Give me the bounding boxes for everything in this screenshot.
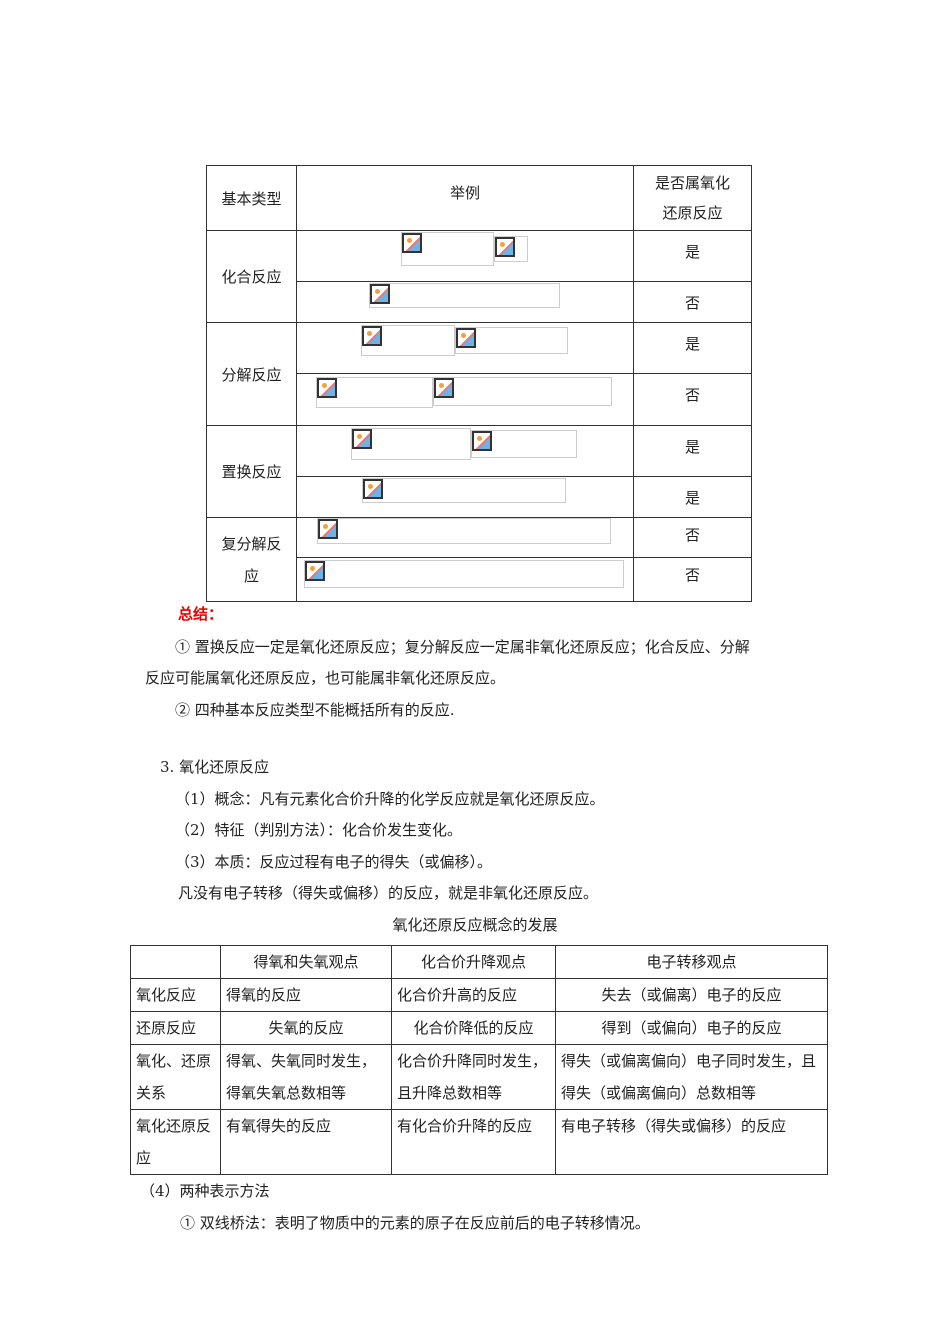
answer-cell: 否 bbox=[633, 517, 752, 558]
table-cell: 化合价升降同时发生，且升降总数相等 bbox=[391, 1044, 556, 1110]
formula-image bbox=[362, 478, 566, 503]
answer-cell: 是 bbox=[633, 476, 752, 518]
formula-image bbox=[316, 377, 433, 408]
table-cell: 有氧得失的反应 bbox=[220, 1109, 392, 1175]
summary-item-2: ② 四种基本反应类型不能概括所有的反应. bbox=[175, 701, 455, 719]
header-cell: 化合价升降观点 bbox=[391, 945, 556, 979]
section-4-heading: （4）两种表示方法 bbox=[140, 1182, 270, 1200]
answer-cell: 否 bbox=[633, 281, 752, 323]
concept-paragraph: （1）概念：凡有元素化合价升降的化学反应就是氧化还原反应。 bbox=[175, 790, 605, 808]
broken-image-icon bbox=[495, 237, 515, 257]
redox-table-section: 得氧和失氧观点 化合价升降观点 电子转移观点 氧化反应 得氧的反应 化合价升高的… bbox=[130, 945, 828, 1239]
essence-paragraph: （3）本质：反应过程有电子的得失（或偏移）。 bbox=[175, 853, 493, 871]
formula-image bbox=[361, 325, 455, 356]
answer-cell: 是 bbox=[633, 322, 752, 374]
formula-image bbox=[317, 518, 611, 544]
broken-image-icon bbox=[370, 284, 390, 304]
formula-image bbox=[471, 430, 577, 458]
header-cell: 电子转移观点 bbox=[555, 945, 828, 979]
type-cell: 置换反应 bbox=[206, 425, 297, 518]
answer-cell: 是 bbox=[633, 425, 752, 477]
type-line: 应 bbox=[243, 566, 259, 585]
table-cell: 化合价升高的反应 bbox=[391, 978, 556, 1012]
broken-image-icon bbox=[434, 378, 454, 398]
table-cell: 有电子转移（得失或偏移）的反应 bbox=[555, 1109, 828, 1175]
table-cell: 化合价降低的反应 bbox=[391, 1011, 556, 1045]
double-bridge-item: ① 双线桥法：表明了物质中的元素的原子在反应前后的电子转移情况。 bbox=[180, 1214, 650, 1232]
broken-image-icon bbox=[363, 479, 383, 499]
formula-image bbox=[351, 428, 471, 460]
row-label: 还原反应 bbox=[130, 1011, 221, 1045]
table-cell: 有化合价升降的反应 bbox=[391, 1109, 556, 1175]
redox-concept-table: 得氧和失氧观点 化合价升降观点 电子转移观点 氧化反应 得氧的反应 化合价升高的… bbox=[130, 945, 828, 1175]
summary-item-1-cont: 反应可能属氧化还原反应，也可能属非氧化还原反应。 bbox=[145, 669, 506, 687]
broken-image-icon bbox=[472, 431, 492, 451]
formula-image bbox=[433, 377, 612, 406]
feature-paragraph: （2）特征（判别方法）：化合价发生变化。 bbox=[175, 821, 463, 839]
non-redox-paragraph: 凡没有电子转移（得失或偏移）的反应，就是非氧化还原反应。 bbox=[178, 884, 599, 902]
formula-image bbox=[494, 236, 528, 262]
table-cell: 得失（或偏离偏向）电子同时发生，且得失（或偏离偏向）总数相等 bbox=[555, 1044, 828, 1110]
table-cell: 失氧的反应 bbox=[220, 1011, 392, 1045]
header-example: 举例 bbox=[296, 165, 634, 231]
table-cell: 得氧、失氧同时发生，得氧失氧总数相等 bbox=[220, 1044, 392, 1110]
formula-image bbox=[455, 327, 568, 354]
broken-image-icon bbox=[352, 429, 372, 449]
table-caption: 氧化还原反应概念的发展 bbox=[392, 916, 558, 934]
table-cell: 得到（或偏向）电子的反应 bbox=[555, 1011, 828, 1045]
formula-image bbox=[369, 283, 560, 308]
row-label: 氧化还原反应 bbox=[130, 1109, 221, 1175]
type-line: 复分解反 bbox=[221, 534, 282, 553]
section-heading: 3. 氧化还原反应 bbox=[160, 758, 270, 776]
header-is-redox: 是否属氧化 还原反应 bbox=[633, 165, 752, 231]
broken-image-icon bbox=[305, 561, 325, 581]
header-line: 是否属氧化 bbox=[654, 174, 730, 192]
table-cell: 失去（或偏离）电子的反应 bbox=[555, 978, 828, 1012]
summary-item-1: ① 置换反应一定是氧化还原反应；复分解反应一定属非氧化还原反应；化合反应、分解 bbox=[175, 638, 750, 656]
answer-cell: 否 bbox=[633, 557, 752, 602]
type-cell: 复分解反应 bbox=[206, 517, 297, 602]
broken-image-icon bbox=[317, 378, 337, 398]
header-basic-type: 基本类型 bbox=[206, 165, 297, 231]
answer-cell: 否 bbox=[633, 373, 752, 426]
formula-image bbox=[401, 232, 494, 266]
broken-image-icon bbox=[318, 519, 338, 539]
type-cell: 分解反应 bbox=[206, 322, 297, 426]
header-cell bbox=[130, 945, 221, 979]
header-line: 还原反应 bbox=[662, 204, 723, 222]
row-label: 氧化、还原关系 bbox=[130, 1044, 221, 1110]
row-label: 氧化反应 bbox=[130, 978, 221, 1012]
broken-image-icon bbox=[456, 328, 476, 348]
broken-image-icon bbox=[402, 233, 422, 253]
header-cell: 得氧和失氧观点 bbox=[220, 945, 392, 979]
broken-image-icon bbox=[362, 326, 382, 346]
formula-image bbox=[304, 560, 624, 588]
answer-cell: 是 bbox=[633, 230, 752, 282]
table-cell: 得氧的反应 bbox=[220, 978, 392, 1012]
summary-title: 总结： bbox=[178, 605, 224, 623]
type-cell: 化合反应 bbox=[206, 230, 297, 323]
